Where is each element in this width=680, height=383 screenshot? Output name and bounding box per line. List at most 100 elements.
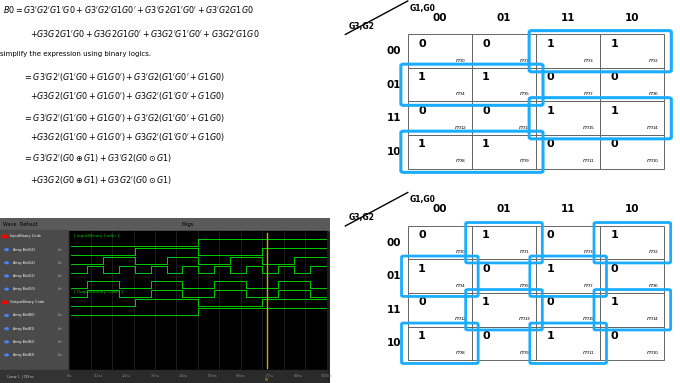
Text: 0: 0 [418,230,426,241]
Bar [600,260,664,293]
Text: Wave  Default: Wave Default [3,222,38,227]
Bar [536,226,600,260]
Text: $m_{1}$: $m_{1}$ [520,57,530,65]
Text: $m_{11}$: $m_{11}$ [582,349,595,357]
Text: $m_{10}$: $m_{10}$ [646,157,660,165]
Bar [600,68,664,101]
Circle shape [5,315,8,316]
Text: $m_{12}$: $m_{12}$ [454,315,467,323]
Bar [600,101,664,135]
Bar [472,226,536,260]
Text: 0: 0 [547,297,554,308]
Text: Array Bin(G1): Array Bin(G1) [13,274,35,278]
Text: 1: 1 [611,106,618,116]
Text: $m_{2}$: $m_{2}$ [647,248,658,256]
Text: 00: 00 [387,46,401,56]
Text: 0: 0 [482,264,490,274]
Text: G1,G0: G1,G0 [409,4,435,13]
Text: 1: 1 [546,331,554,341]
Circle shape [5,288,8,290]
Text: 10: 10 [387,338,401,348]
Text: 0: 0 [418,297,426,308]
Circle shape [2,301,7,304]
Text: 0ns: 0ns [58,353,63,357]
Text: $m_{8}$: $m_{8}$ [455,349,466,357]
Circle shape [2,235,7,238]
Text: 0ns: 0ns [58,247,63,252]
Bar [408,68,472,101]
Bar [600,226,664,260]
Text: 01: 01 [387,271,401,281]
Bar [600,293,664,326]
Text: 0ns: 0ns [58,287,63,291]
Bar [472,68,536,101]
Text: 0ns: 0ns [67,375,72,378]
Circle shape [5,341,8,343]
Text: 0: 0 [418,39,426,49]
Text: 1: 1 [546,264,554,274]
Text: 10: 10 [625,204,640,214]
Text: $+G3G2(G0 \oplus G1) + G3G2'(G0 \odot G1)$: $+G3G2(G0 \oplus G1) + G3G2'(G0 \odot G1… [30,174,172,186]
Bar [472,135,536,169]
Text: Array Bin(B1): Array Bin(B1) [13,327,35,331]
Text: 00: 00 [387,238,401,248]
Circle shape [5,354,8,356]
Circle shape [5,249,8,250]
Text: Cursor 1  | 749 ns: Cursor 1 | 749 ns [7,375,33,378]
Text: $+ G3G2G1'G0 + G3G2G1G0' + G3G2'G1'G0' + G3G2'G1G0$: $+ G3G2G1'G0 + G3G2G1G0' + G3G2'G1'G0' +… [30,28,259,39]
Text: 0ns: 0ns [58,340,63,344]
Bar [408,34,472,68]
Text: OutputBinary Code: OutputBinary Code [10,300,44,304]
Bar [408,293,472,326]
Text: $= G3'G2'(G1'G0 + G1G0') + G3'G2(G1'G0' + G1G0)$: $= G3'G2'(G1'G0 + G1G0') + G3'G2(G1'G0' … [23,111,225,124]
Text: 0ns: 0ns [58,327,63,331]
Text: 01: 01 [387,80,401,90]
Text: $m_{6}$: $m_{6}$ [647,282,658,290]
Bar [472,101,536,135]
Text: Array Bin(G0): Array Bin(G0) [13,287,35,291]
Text: 1: 1 [546,39,554,49]
Text: $B0 = G3'G2'G1'G0 + G3'G2'G1G0' + G3'G2G1'G0' + G3'G2G1G0$: $B0 = G3'G2'G1'G0 + G3'G2'G1G0' + G3'G2G… [3,4,254,15]
Text: $m_{7}$: $m_{7}$ [583,282,594,290]
Text: $m_{0}$: $m_{0}$ [455,248,466,256]
Text: $= G3'G2'(G0 \oplus G1) + G3'G2(G0 \odot G1)$: $= G3'G2'(G0 \oplus G1) + G3'G2(G0 \odot… [23,152,172,164]
Text: 0: 0 [418,106,426,116]
Text: 1: 1 [482,139,490,149]
Text: 777ns: 777ns [265,375,274,378]
Text: $m_{1}$: $m_{1}$ [520,248,530,256]
Text: 1: 1 [418,331,426,341]
Text: $m_{14}$: $m_{14}$ [646,315,660,323]
Text: G3,G2: G3,G2 [349,22,375,31]
Text: { Input(Binary Code) }: { Input(Binary Code) } [73,234,119,238]
Bar [536,135,600,169]
Text: $m_{8}$: $m_{8}$ [455,157,466,165]
Text: 1000ns: 1000ns [321,375,333,378]
Bar [408,135,472,169]
Text: 1: 1 [482,230,490,241]
Bar [408,326,472,360]
Bar [536,260,600,293]
Bar [0,370,69,383]
Text: G1,G0: G1,G0 [409,195,435,204]
Text: $m_{3}$: $m_{3}$ [583,57,594,65]
Bar [536,293,600,326]
Bar [472,34,536,68]
Bar [472,260,536,293]
Circle shape [5,275,8,277]
Text: $m_{5}$: $m_{5}$ [520,90,530,98]
Bar [536,68,600,101]
Bar [600,34,664,68]
Text: 0: 0 [611,264,618,274]
Text: 0: 0 [547,72,554,82]
Text: Array Bin(B0): Array Bin(B0) [13,313,35,318]
Bar [472,326,536,360]
Text: $m_{9}$: $m_{9}$ [520,349,530,357]
Text: 1: 1 [418,72,426,82]
Bar [600,135,664,169]
Text: $m_{6}$: $m_{6}$ [647,90,658,98]
Text: $m_{5}$: $m_{5}$ [520,282,530,290]
Text: 1: 1 [418,264,426,274]
Text: 10: 10 [625,13,640,23]
Text: $m_{3}$: $m_{3}$ [583,248,594,256]
Bar [536,326,600,360]
